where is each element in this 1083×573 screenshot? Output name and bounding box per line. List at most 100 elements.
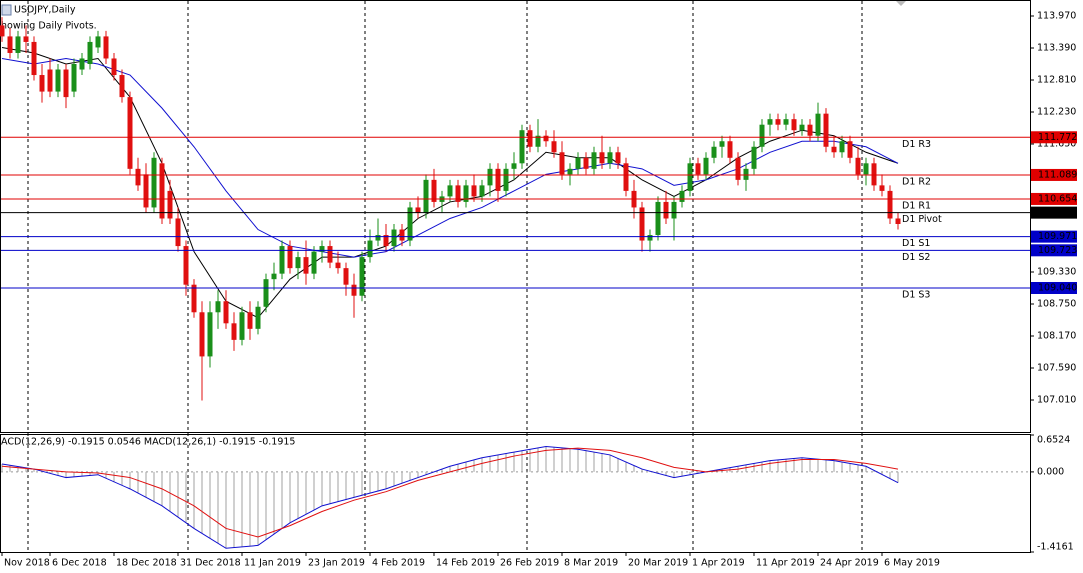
candle-body — [191, 284, 197, 313]
candle-body — [103, 36, 109, 59]
price-tag-label: 111.772 — [1038, 132, 1077, 143]
candle-body — [383, 235, 389, 247]
candle-body — [143, 174, 149, 208]
candle-body — [895, 218, 901, 224]
candle-body — [351, 284, 357, 296]
y-tick-label: 107.590 — [1037, 363, 1076, 374]
x-tick-label: 11 Apr 2019 — [756, 558, 815, 569]
y-tick-label: 113.970 — [1037, 11, 1076, 22]
candle-body — [535, 135, 541, 147]
candle-body — [487, 168, 493, 186]
candle-body — [543, 135, 549, 142]
pivot-name: D1 R1 — [902, 200, 931, 211]
pivot-name: D1 S2 — [902, 252, 930, 263]
candle-body — [583, 157, 589, 169]
candle-body — [215, 301, 221, 313]
candle-body — [391, 229, 397, 247]
candle-body — [623, 163, 629, 191]
candle-body — [223, 301, 229, 324]
plot-area: USDJPY,Daily howing Daily Pivots. — [1, 4, 97, 32]
candle-body — [111, 58, 117, 76]
candle-body — [855, 157, 861, 175]
candle-body — [303, 257, 309, 274]
candle-body — [271, 273, 277, 280]
y-tick-label: 112.810 — [1037, 75, 1076, 86]
candle-body — [823, 113, 829, 147]
candle-body — [175, 218, 181, 247]
candle-body — [287, 246, 293, 269]
candle-body — [711, 146, 717, 158]
price-tag — [1031, 168, 1077, 181]
price-tag — [1031, 244, 1077, 257]
candle-body — [423, 179, 429, 213]
candle-body — [335, 262, 341, 269]
price-tag-label: 109.723 — [1038, 245, 1077, 256]
candle-body — [127, 97, 133, 169]
candle-body — [471, 185, 477, 197]
chart-subtitle: howing Daily Pivots. — [1, 21, 97, 32]
candle-body — [167, 190, 173, 219]
x-tick-label: 23 Jan 2019 — [308, 558, 365, 569]
pivot-name: D1 S1 — [902, 238, 930, 249]
price-tag-label: 110.406 — [1038, 207, 1077, 218]
candle-body — [375, 235, 381, 241]
candle-body — [807, 124, 813, 136]
macd-panel — [0, 434, 1031, 553]
candle-body — [863, 163, 869, 175]
candle-body — [431, 179, 437, 202]
x-tick-label: 14 Feb 2019 — [436, 558, 495, 569]
candle-body — [775, 119, 781, 125]
candle-body — [247, 312, 253, 329]
y-tick-label: 112.230 — [1037, 107, 1076, 118]
candle-body — [887, 190, 893, 219]
candle-body — [839, 141, 845, 153]
candle-body — [767, 119, 773, 125]
candle-body — [399, 229, 405, 241]
candle-body — [39, 75, 45, 92]
candle-body — [207, 312, 213, 357]
y-tick-label: 113.390 — [1037, 43, 1076, 54]
candle-body — [591, 152, 597, 169]
candle-body — [503, 168, 509, 191]
candle-body — [871, 163, 877, 186]
pivot-name: D1 R3 — [902, 139, 931, 150]
x-tick-label: 24 Apr 2019 — [820, 558, 879, 569]
shift-marker — [896, 1, 906, 6]
candle-body — [647, 235, 653, 241]
candle-body — [231, 323, 237, 340]
price-tag — [1031, 192, 1077, 205]
candle-body — [359, 257, 365, 296]
x-tick-label: 31 Dec 2018 — [180, 558, 241, 569]
indicator-title: ACD(12,26,9) -0.1915 0.0546 MACD(12,26,1… — [1, 437, 295, 448]
candle-body — [663, 201, 669, 219]
x-tick-label: 6 May 2019 — [884, 558, 940, 569]
candle-body — [327, 246, 333, 263]
candle-body — [719, 141, 725, 147]
candle-body — [759, 124, 765, 147]
candle-body — [575, 157, 581, 169]
candle-body — [879, 185, 885, 191]
candle-body — [791, 119, 797, 131]
candle-body — [519, 130, 525, 164]
candle-body — [255, 306, 261, 329]
price-tag-label: 109.040 — [1038, 283, 1077, 294]
y-tick-label: 109.330 — [1037, 267, 1076, 278]
y-tick-label: 107.010 — [1037, 395, 1076, 406]
candle-body — [15, 36, 21, 53]
candle-body — [23, 36, 29, 42]
candle-body — [639, 207, 645, 241]
candle-body — [159, 163, 165, 219]
candle-body — [655, 201, 661, 236]
candle-body — [7, 36, 13, 53]
pivot-name: D1 Pivot — [902, 214, 942, 225]
pivot-name: D1 R2 — [902, 176, 931, 187]
candle-body — [479, 185, 485, 197]
candle-body — [679, 190, 685, 202]
candle-body — [847, 141, 853, 158]
price-tag — [1031, 131, 1077, 144]
candle-body — [695, 163, 701, 175]
candle-body — [735, 157, 741, 180]
x-tick-label: Nov 2018 — [4, 558, 50, 569]
candle-body — [815, 113, 821, 136]
candle-body — [527, 130, 533, 147]
